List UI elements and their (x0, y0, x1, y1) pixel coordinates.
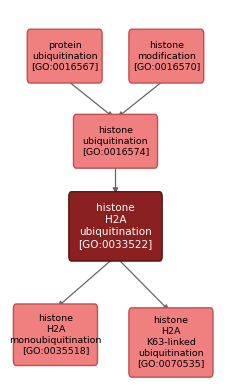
Text: histone
ubiquitination
[GO:0016574]: histone ubiquitination [GO:0016574] (82, 126, 149, 156)
Text: histone
H2A
monoubiquitination
[GO:0035518]: histone H2A monoubiquitination [GO:00355… (9, 314, 102, 355)
FancyBboxPatch shape (129, 29, 204, 83)
Text: histone
H2A
K63-linked
ubiquitination
[GO:0070535]: histone H2A K63-linked ubiquitination [G… (137, 317, 205, 368)
FancyBboxPatch shape (73, 115, 158, 168)
Text: histone
H2A
ubiquitination
[GO:0033522]: histone H2A ubiquitination [GO:0033522] (78, 204, 153, 249)
Text: protein
ubiquitination
[GO:0016567]: protein ubiquitination [GO:0016567] (31, 41, 98, 71)
FancyBboxPatch shape (27, 29, 102, 83)
Text: histone
modification
[GO:0016570]: histone modification [GO:0016570] (133, 41, 200, 71)
FancyBboxPatch shape (13, 304, 97, 365)
FancyBboxPatch shape (129, 308, 213, 377)
FancyBboxPatch shape (69, 192, 162, 261)
